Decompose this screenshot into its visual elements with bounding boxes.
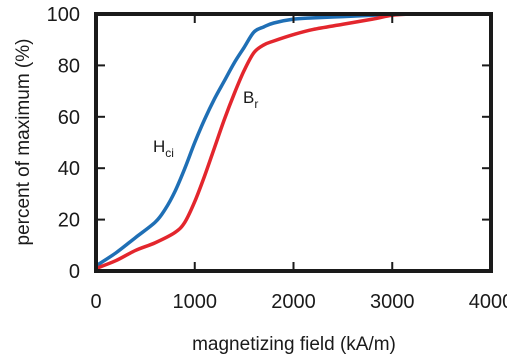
y-tick-label: 40 [58, 158, 80, 180]
x-tick-label: 3000 [370, 291, 415, 313]
br-annotation-sub: r [254, 97, 258, 111]
y-tick-label: 60 [58, 107, 80, 129]
y-tick-label: 20 [58, 210, 80, 232]
hci-annotation-main: H [153, 137, 165, 156]
hci-annotation: Hci [153, 137, 174, 160]
y-tick-label: 0 [69, 261, 80, 283]
br-annotation-main: B [243, 88, 254, 107]
br-curve [96, 14, 414, 271]
br-annotation: Br [243, 88, 258, 111]
y-tick-label: 80 [58, 55, 80, 77]
x-tick-label: 1000 [173, 291, 218, 313]
y-axis-label: percent of maximum (%) [13, 39, 34, 246]
plot-content [96, 14, 414, 271]
x-axis-label: magnetizing field (kA/m) [192, 334, 396, 355]
y-tick-label: 100 [47, 4, 80, 26]
x-tick-label: 0 [90, 291, 101, 313]
hci-annotation-sub: ci [165, 146, 174, 160]
ticks [95, 13, 492, 272]
x-tick-label: 2000 [271, 291, 316, 313]
hci-curve [96, 14, 414, 268]
